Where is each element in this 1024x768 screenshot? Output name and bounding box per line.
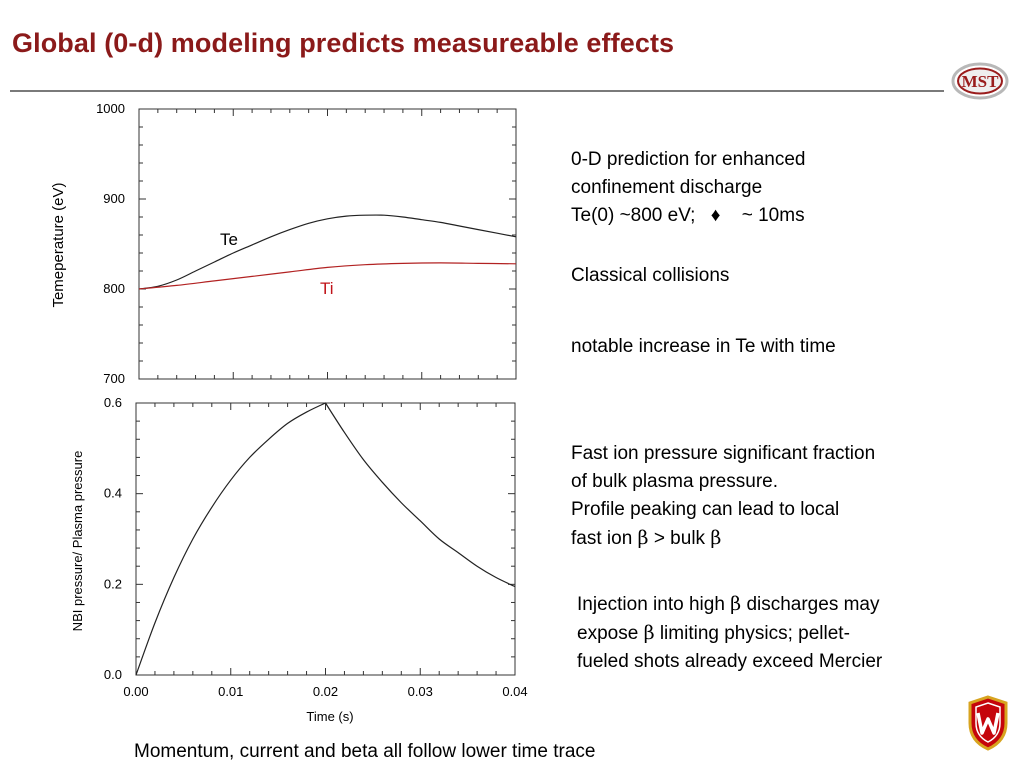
prediction-line-1: 0-D prediction for enhanced [571, 149, 806, 170]
temperature-y-axis-label: Temeperature (eV) [50, 182, 67, 307]
increase-note: notable increase in Te with time [571, 336, 836, 357]
injection-note: Injection into high β discharges may exp… [577, 590, 882, 676]
slide-title: Global (0-d) modeling predicts measureab… [12, 28, 675, 58]
y-tick-label: 0.6 [104, 395, 122, 410]
diamond-symbol: ♦ [710, 205, 721, 226]
prediction-line-3: Te(0) ~800 eV; ♦ ~ 10ms [571, 202, 805, 230]
prediction-time: ~ 10ms [741, 205, 805, 226]
x-tick-label: 0.03 [408, 684, 433, 699]
injection-text-a: Injection into high [577, 594, 725, 615]
fast-ion-text-b: > bulk [653, 528, 706, 549]
prediction-line-2: confinement discharge [571, 177, 763, 198]
series-line-nbi-ratio [135, 402, 516, 676]
x-tick-label: 0.01 [218, 684, 243, 699]
injection-text-d: limiting physics; pellet- [659, 623, 850, 644]
x-tick-label: 0.04 [502, 684, 527, 699]
temperature-and-pressure-charts: 700 800 900 1000 Temeperature (eV) Te Ti 0.… [50, 101, 528, 724]
y-tick-label: 800 [103, 281, 125, 296]
injection-line-2: expose β limiting physics; pellet- [577, 619, 882, 648]
fast-ion-text-a: fast ion [571, 528, 633, 549]
pressure-x-axis-label: Time (s) [306, 709, 353, 724]
beta-symbol: β [710, 527, 722, 549]
injection-text-b: discharges may [746, 594, 880, 615]
pressure-axis-ticks: 0.0 0.2 0.4 0.6 0.00 0.01 0.02 0.03 0.04 [104, 395, 528, 699]
series-label-ti: Ti [320, 279, 334, 298]
footer-caption: Momentum, current and beta all follow lo… [134, 741, 596, 762]
y-tick-label: 1000 [96, 101, 125, 116]
y-tick-label: 0.4 [104, 486, 122, 501]
series-line-ti [138, 262, 517, 290]
uw-crest-logo [968, 695, 1008, 751]
pressure-y-axis-label: NBI pressure/ Plasma pressure [70, 451, 85, 632]
mst-logo: MST [951, 62, 1009, 100]
series-line-te [138, 214, 517, 290]
beta-symbol: β [637, 527, 649, 549]
y-tick-label: 900 [103, 191, 125, 206]
fast-ion-line-4: fast ion β > bulk β [571, 524, 875, 553]
y-tick-label: 0.2 [104, 576, 122, 591]
series-label-te: Te [220, 230, 238, 249]
injection-text-c: expose [577, 623, 639, 644]
pressure-series [135, 402, 516, 676]
fast-ion-line-2: of bulk plasma pressure. [571, 471, 778, 492]
mst-logo-text: MST [962, 72, 1000, 91]
y-tick-label: 0.0 [104, 667, 122, 682]
temperature-plot-frame [138, 108, 517, 380]
beta-symbol: β [643, 622, 655, 644]
fast-ion-note: Fast ion pressure significant fraction o… [571, 440, 875, 553]
injection-line-3: fueled shots already exceed Mercier [577, 651, 883, 672]
title-divider [10, 90, 944, 92]
injection-line-1: Injection into high β discharges may [577, 590, 882, 619]
temperature-y-ticks: 700 800 900 1000 [96, 101, 517, 386]
x-tick-label: 0.02 [313, 684, 338, 699]
fast-ion-line-3: Profile peaking can lead to local [571, 499, 840, 520]
fast-ion-line-1: Fast ion pressure significant fraction [571, 443, 876, 464]
temperature-series [138, 214, 517, 290]
y-tick-label: 700 [103, 371, 125, 386]
collisions-note: Classical collisions [571, 265, 730, 286]
prediction-te0: Te(0) ~800 eV; [571, 205, 696, 226]
prediction-note: 0-D prediction for enhanced confinement … [571, 146, 805, 230]
beta-symbol: β [730, 593, 742, 615]
x-tick-label: 0.00 [123, 684, 148, 699]
